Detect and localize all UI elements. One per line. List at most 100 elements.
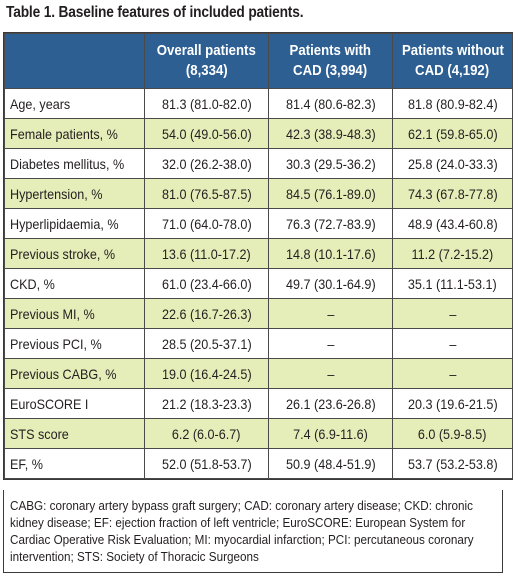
table-row: CKD, % 61.0 (23.4-66.0) 49.7 (30.1-64.9) 35… [4,268,513,299]
baseline-table: Overall patients (8,334) Patients with C… [4,33,513,479]
cell-no-cad: – [392,328,513,359]
cell-overall-text: 71.0 (64.0-78.0) [161,215,252,232]
header-cad: Patients with CAD (3,994) [268,33,393,89]
cell-no-cad-text: 25.8 (24.0-33.3) [407,155,498,172]
cell-no-cad-text: 74.3 (67.8-77.8) [407,185,498,202]
cell-overall: 81.0 (76.5-87.5) [144,178,269,209]
cell-no-cad-text: 6.0 (5.9-8.5) [418,425,487,442]
header-empty [4,33,145,89]
cell-cad-text: 26.1 (23.6-26.8) [285,395,376,412]
cell-overall-text: 21.2 (18.3-23.3) [161,395,252,412]
row-label-text: Previous stroke, % [10,245,116,262]
row-label-text: EuroSCORE I [10,395,89,412]
cell-no-cad: – [392,298,513,329]
header-no-cad: Patients without CAD (4,192) [392,33,513,89]
table-row: Previous stroke, % 13.6 (11.0-17.2) 14.8 (… [4,238,513,269]
cell-no-cad-text: – [448,305,457,322]
cell-no-cad: 62.1 (59.8-65.0) [392,118,513,149]
cell-overall: 52.0 (51.8-53.7) [144,448,269,479]
row-label-text: Diabetes mellitus, % [10,155,125,172]
row-label: EuroSCORE I [4,388,145,419]
table-title: Table 1. Baseline features of included p… [6,4,304,21]
row-label-text: EF, % [10,455,43,472]
row-label-text: Age, years [10,95,71,112]
cell-overall: 54.0 (49.0-56.0) [144,118,269,149]
header-cad-line1: Patients with [289,42,372,59]
cell-cad: 26.1 (23.6-26.8) [268,388,393,419]
header-no-cad-line2: CAD (4,192) [415,62,490,79]
row-label: Female patients, % [4,118,145,149]
cell-cad-text: 42.3 (38.9-48.3) [285,125,376,142]
header-row: Overall patients (8,334) Patients with C… [4,33,513,89]
cell-overall: 32.0 (26.2-38.0) [144,148,269,179]
header-cad-line2: CAD (3,994) [293,62,368,79]
row-label-text: Previous PCI, % [10,335,102,352]
row-label: Hypertension, % [4,178,145,209]
cell-cad-text: – [326,365,335,382]
cell-cad-text: 50.9 (48.4-51.9) [285,455,376,472]
cell-cad-text: 7.4 (6.9-11.6) [293,425,368,442]
cell-overall: 6.2 (6.0-6.7) [144,418,269,449]
header-overall: Overall patients (8,334) [144,33,269,89]
cell-no-cad: 20.3 (19.6-21.5) [392,388,513,419]
cell-cad-text: 76.3 (72.7-83.9) [285,215,376,232]
table-row: Previous PCI, % 28.5 (20.5-37.1) – – [4,328,513,359]
cell-overall: 13.6 (11.0-17.2) [144,238,269,269]
cell-no-cad-text: 81.8 (80.9-82.4) [407,95,498,112]
table-row: Hypertension, % 81.0 (76.5-87.5) 84.5 (76.… [4,178,513,209]
table-row: Female patients, % 54.0 (49.0-56.0) 42.3 (… [4,118,513,149]
row-label: Previous MI, % [4,298,145,329]
cell-overall-text: 81.0 (76.5-87.5) [161,185,252,202]
cell-overall-text: 54.0 (49.0-56.0) [161,125,252,142]
row-label: Diabetes mellitus, % [4,148,145,179]
row-label: STS score [4,418,145,449]
table-body: Age, years 81.3 (81.0-82.0) 81.4 (80.6-82.… [4,88,513,479]
cell-cad-text: 49.7 (30.1-64.9) [285,275,376,292]
cell-cad-text: 81.4 (80.6-82.3) [285,95,376,112]
cell-no-cad: 6.0 (5.9-8.5) [392,418,513,449]
table-row: Age, years 81.3 (81.0-82.0) 81.4 (80.6-82.… [4,88,513,119]
cell-no-cad-text: 11.2 (7.2-15.2) [411,245,494,262]
table-row: Diabetes mellitus, % 32.0 (26.2-38.0) 30.3… [4,148,513,179]
table-row: STS score 6.2 (6.0-6.7) 7.4 (6.9-11.6) 6.0 … [4,418,513,449]
cell-overall-text: 61.0 (23.4-66.0) [161,275,252,292]
cell-overall: 22.6 (16.7-26.3) [144,298,269,329]
cell-no-cad-text: – [448,365,457,382]
cell-overall-text: 19.0 (16.4-24.5) [161,365,252,382]
cell-cad-text: 84.5 (76.1-89.0) [285,185,376,202]
cell-overall-text: 28.5 (20.5-37.1) [161,335,252,352]
cell-no-cad: 11.2 (7.2-15.2) [392,238,513,269]
footnote-text: CABG: coronary artery bypass graft surge… [10,498,474,564]
cell-cad-text: 30.3 (29.5-36.2) [285,155,376,172]
cell-overall-text: 6.2 (6.0-6.7) [172,425,241,442]
cell-overall: 71.0 (64.0-78.0) [144,208,269,239]
cell-overall: 81.3 (81.0-82.0) [144,88,269,119]
row-label-text: Hypertension, % [10,185,103,202]
cell-cad: 49.7 (30.1-64.9) [268,268,393,299]
row-label-text: Hyperlipidaemia, % [10,215,119,232]
header-overall-line1: Overall patients [156,42,257,59]
row-label: Hyperlipidaemia, % [4,208,145,239]
cell-no-cad: 48.9 (43.4-60.8) [392,208,513,239]
cell-cad-text: – [326,335,335,352]
row-label-text: Previous CABG, % [10,365,117,382]
cell-overall-text: 52.0 (51.8-53.7) [161,455,252,472]
row-label: EF, % [4,448,145,479]
table-row: Previous CABG, % 19.0 (16.4-24.5) – – [4,358,513,389]
row-label-text: STS score [10,425,69,442]
cell-overall-text: 32.0 (26.2-38.0) [161,155,252,172]
cell-cad: 84.5 (76.1-89.0) [268,178,393,209]
cell-no-cad: – [392,358,513,389]
row-label-text: Previous MI, % [10,305,95,322]
cell-cad: 81.4 (80.6-82.3) [268,88,393,119]
cell-no-cad-text: – [448,335,457,352]
cell-no-cad: 25.8 (24.0-33.3) [392,148,513,179]
cell-cad: 76.3 (72.7-83.9) [268,208,393,239]
cell-no-cad-text: 53.7 (53.2-53.8) [407,455,498,472]
row-label: Previous stroke, % [4,238,145,269]
row-label: Previous CABG, % [4,358,145,389]
cell-overall-text: 81.3 (81.0-82.0) [161,95,252,112]
header-no-cad-line1: Patients without [401,42,504,59]
row-label: Age, years [4,88,145,119]
